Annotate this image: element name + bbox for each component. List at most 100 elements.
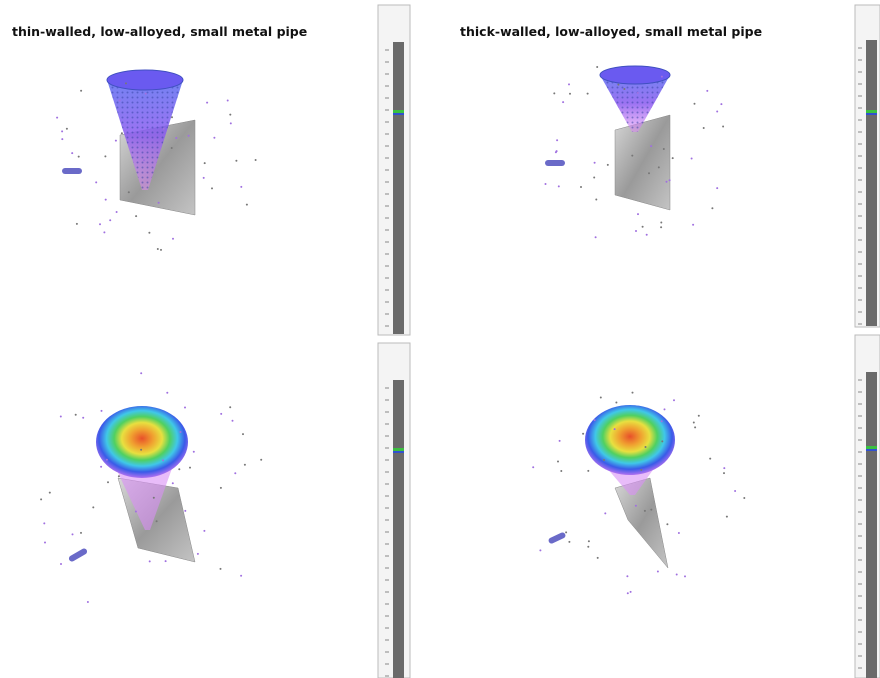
noise-dot	[197, 553, 199, 555]
noise-dot	[716, 187, 718, 189]
noise-dot	[78, 156, 80, 158]
noise-dot	[103, 231, 105, 233]
noise-dot	[255, 159, 257, 161]
noise-dot	[694, 103, 696, 105]
noise-dot	[607, 164, 609, 166]
noise-dot	[642, 226, 644, 228]
noise-dot	[135, 215, 137, 217]
noise-dot	[220, 568, 222, 570]
noise-dot	[661, 76, 663, 78]
panel-title: thin-walled, low-alloyed, small metal pi…	[12, 24, 307, 39]
colorbar-marker	[866, 446, 877, 449]
noise-dot	[56, 117, 58, 119]
noise-dot	[118, 475, 120, 477]
noise-dot	[235, 160, 237, 162]
noise-dot	[672, 157, 674, 159]
noise-dot	[587, 93, 589, 95]
noise-dot	[171, 147, 173, 149]
noise-dot	[569, 93, 571, 95]
noise-dot	[623, 88, 625, 90]
noise-dot	[720, 103, 722, 105]
noise-dot	[722, 126, 724, 128]
noise-dot	[556, 139, 558, 141]
cone-rim	[107, 70, 183, 90]
noise-dot	[158, 202, 160, 204]
noise-dot	[640, 469, 642, 471]
noise-dot	[644, 510, 646, 512]
noise-dot	[580, 186, 582, 188]
noise-dot	[43, 522, 45, 524]
noise-dot	[676, 574, 678, 576]
colorbar-marker	[393, 110, 404, 113]
noise-dot	[657, 571, 659, 573]
noise-dot	[99, 223, 101, 225]
colorbar-scale	[393, 42, 404, 334]
visualization	[548, 405, 675, 568]
noise-dot	[211, 187, 213, 189]
noise-dot	[532, 466, 534, 468]
noise-dot	[723, 472, 725, 474]
noise-dot	[593, 177, 595, 179]
noise-dot	[568, 541, 570, 543]
noise-dot	[242, 433, 244, 435]
noise-dot	[44, 542, 46, 544]
noise-dot	[229, 114, 231, 116]
noise-dot	[587, 546, 589, 548]
noise-dot	[229, 406, 231, 408]
noise-dot	[246, 204, 248, 206]
noise-dot	[75, 414, 77, 416]
visualization	[545, 66, 670, 210]
colorbar-scale	[393, 380, 404, 678]
noise-dot	[143, 159, 145, 161]
noise-dot	[206, 102, 208, 104]
noise-dot	[678, 532, 680, 534]
probe	[62, 168, 82, 174]
probe	[68, 547, 88, 562]
noise-dot	[743, 497, 745, 499]
noise-dot	[60, 416, 62, 418]
noise-dot	[204, 162, 206, 164]
noise-dot	[104, 155, 106, 157]
noise-dot	[80, 532, 82, 534]
noise-dot	[189, 467, 191, 469]
noise-dot	[92, 506, 94, 508]
noise-dot	[650, 509, 652, 511]
panel-title: thick-walled, low-alloyed, small metal p…	[460, 24, 762, 39]
colorbar-scale	[866, 40, 877, 326]
noise-dot	[95, 181, 97, 183]
noise-dot	[637, 92, 639, 94]
noise-dot	[109, 219, 111, 221]
noise-dot	[597, 557, 599, 559]
noise-dot	[594, 419, 596, 421]
noise-dot	[558, 185, 560, 187]
noise-dot	[711, 207, 713, 209]
noise-dot	[664, 408, 666, 410]
noise-dot	[172, 482, 174, 484]
probe	[548, 531, 567, 544]
noise-dot	[645, 446, 647, 448]
noise-dot	[121, 132, 123, 134]
heatmap	[585, 405, 675, 475]
colorbar-scale	[866, 372, 877, 678]
noise-dot	[72, 533, 74, 535]
colorbar	[855, 5, 880, 327]
noise-dot	[631, 155, 633, 157]
noise-dot	[600, 397, 602, 399]
noise-dot	[723, 467, 725, 469]
noise-dot	[66, 128, 68, 130]
noise-dot	[135, 511, 137, 513]
noise-dot	[106, 459, 108, 461]
noise-dot	[694, 426, 696, 428]
colorbar-marker	[393, 448, 404, 451]
noise-dot	[240, 575, 242, 577]
noise-dot	[175, 137, 177, 139]
noise-dot	[595, 199, 597, 201]
noise-dot	[557, 461, 559, 463]
noise-dot	[661, 420, 663, 422]
noise-dot	[648, 172, 650, 174]
noise-dot	[162, 459, 164, 461]
noise-dot	[637, 213, 639, 215]
noise-dot	[240, 186, 242, 188]
noise-dot	[163, 128, 165, 130]
noise-dot	[76, 223, 78, 225]
